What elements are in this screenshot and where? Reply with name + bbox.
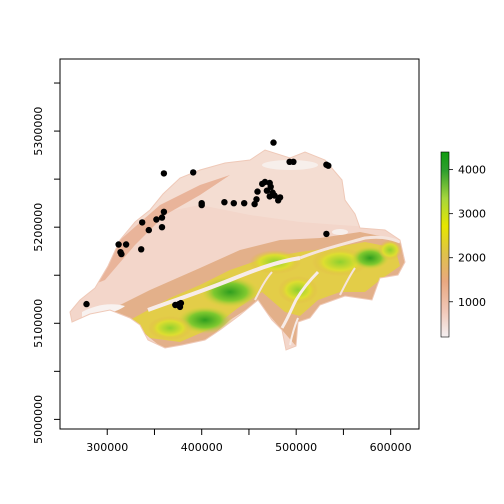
y-axis: 5000000 5100000 5200000 5300000 <box>32 82 60 444</box>
data-point <box>269 189 276 196</box>
x-tick-label: 300000 <box>86 441 128 454</box>
colorbar-legend: 1000 2000 3000 4000 <box>440 151 486 338</box>
data-point <box>251 200 258 208</box>
y-tick-label: 5000000 <box>32 395 45 444</box>
data-point <box>254 188 261 195</box>
data-point <box>325 162 332 169</box>
colorbar <box>440 151 450 338</box>
data-point <box>221 199 228 206</box>
legend-tick-label: 3000 <box>458 208 486 221</box>
data-point <box>158 214 166 221</box>
data-point <box>290 158 297 165</box>
data-point <box>122 241 130 248</box>
legend-tick-label: 4000 <box>458 164 486 177</box>
data-point <box>83 300 90 308</box>
x-tick-label: 600000 <box>370 441 412 454</box>
y-tick-label: 5200000 <box>32 203 45 252</box>
x-tick-label: 500000 <box>275 441 317 454</box>
data-point <box>139 219 146 226</box>
data-point <box>270 139 277 146</box>
legend-tick-label: 2000 <box>458 252 486 265</box>
data-point <box>190 169 197 176</box>
legend-tick-label: 1000 <box>458 296 486 309</box>
y-tick-label: 5100000 <box>32 299 45 348</box>
data-point <box>267 183 274 190</box>
x-tick-label: 400000 <box>181 441 223 454</box>
y-tick-label: 5300000 <box>32 107 45 156</box>
data-point <box>160 208 168 215</box>
elevation-raster <box>69 149 406 351</box>
data-point <box>176 303 184 311</box>
data-point <box>253 196 260 203</box>
data-point <box>115 241 122 248</box>
observation-points <box>83 139 332 311</box>
data-point <box>145 226 152 234</box>
data-point <box>138 246 145 253</box>
data-point <box>117 249 124 256</box>
data-point <box>198 200 205 207</box>
data-point <box>230 200 237 207</box>
data-point <box>153 216 160 223</box>
data-point <box>241 200 248 207</box>
data-point <box>276 194 284 201</box>
data-point <box>158 224 166 231</box>
x-axis: 300000 400000 500000 600000 <box>86 428 412 454</box>
data-point <box>160 170 168 177</box>
data-point <box>323 230 330 238</box>
